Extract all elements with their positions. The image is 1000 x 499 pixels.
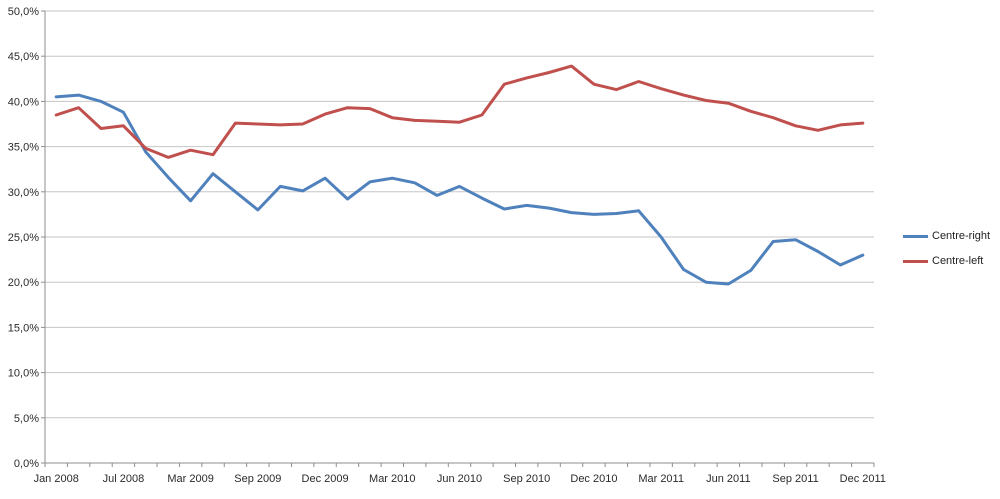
x-axis-label: Mar 2009 bbox=[167, 473, 213, 485]
line-centre-right bbox=[54, 93, 865, 286]
legend-label-centre-right: Centre-right bbox=[932, 230, 991, 242]
y-axis-label: 25,0% bbox=[8, 232, 39, 244]
x-axis-label: Mar 2011 bbox=[638, 473, 684, 485]
y-axis-label: 5,0% bbox=[14, 413, 39, 425]
centre-left-line-swatch bbox=[903, 259, 928, 263]
x-axis-label: Jul 2008 bbox=[103, 473, 145, 485]
x-axis-label: Sep 2010 bbox=[503, 473, 550, 485]
legend-item-centre-right: Centre-right bbox=[903, 229, 990, 243]
y-axis-label: 50,0% bbox=[8, 6, 39, 18]
y-axis-label: 40,0% bbox=[8, 96, 39, 108]
y-axis-label: 45,0% bbox=[8, 51, 39, 63]
y-axis-label: 0,0% bbox=[14, 458, 39, 470]
y-axis-label: 35,0% bbox=[8, 142, 39, 154]
x-axis-label: Jun 2010 bbox=[437, 473, 482, 485]
line-centre-left bbox=[54, 64, 865, 159]
y-axis-label: 20,0% bbox=[8, 277, 39, 289]
x-axis-label: Sep 2011 bbox=[772, 473, 818, 485]
y-axis-label: 30,0% bbox=[8, 187, 39, 199]
y-axis-label: 15,0% bbox=[8, 322, 39, 334]
x-axis-label: Dec 2011 bbox=[840, 473, 886, 485]
x-axis-label: Mar 2010 bbox=[369, 473, 415, 485]
y-axis-label: 10,0% bbox=[8, 368, 39, 380]
legend-label-centre-left: Centre-left bbox=[932, 255, 984, 267]
x-axis-label: Dec 2009 bbox=[302, 473, 349, 485]
x-axis-label: Sep 2009 bbox=[234, 473, 281, 485]
legend: Centre-right Centre-left bbox=[903, 229, 990, 279]
centre-right-line-swatch bbox=[903, 234, 928, 238]
x-axis-label: Jun 2011 bbox=[706, 473, 750, 485]
x-axis-label: Jan 2008 bbox=[34, 473, 79, 485]
legend-item-centre-left: Centre-left bbox=[903, 254, 990, 268]
x-axis-label: Dec 2010 bbox=[570, 473, 617, 485]
